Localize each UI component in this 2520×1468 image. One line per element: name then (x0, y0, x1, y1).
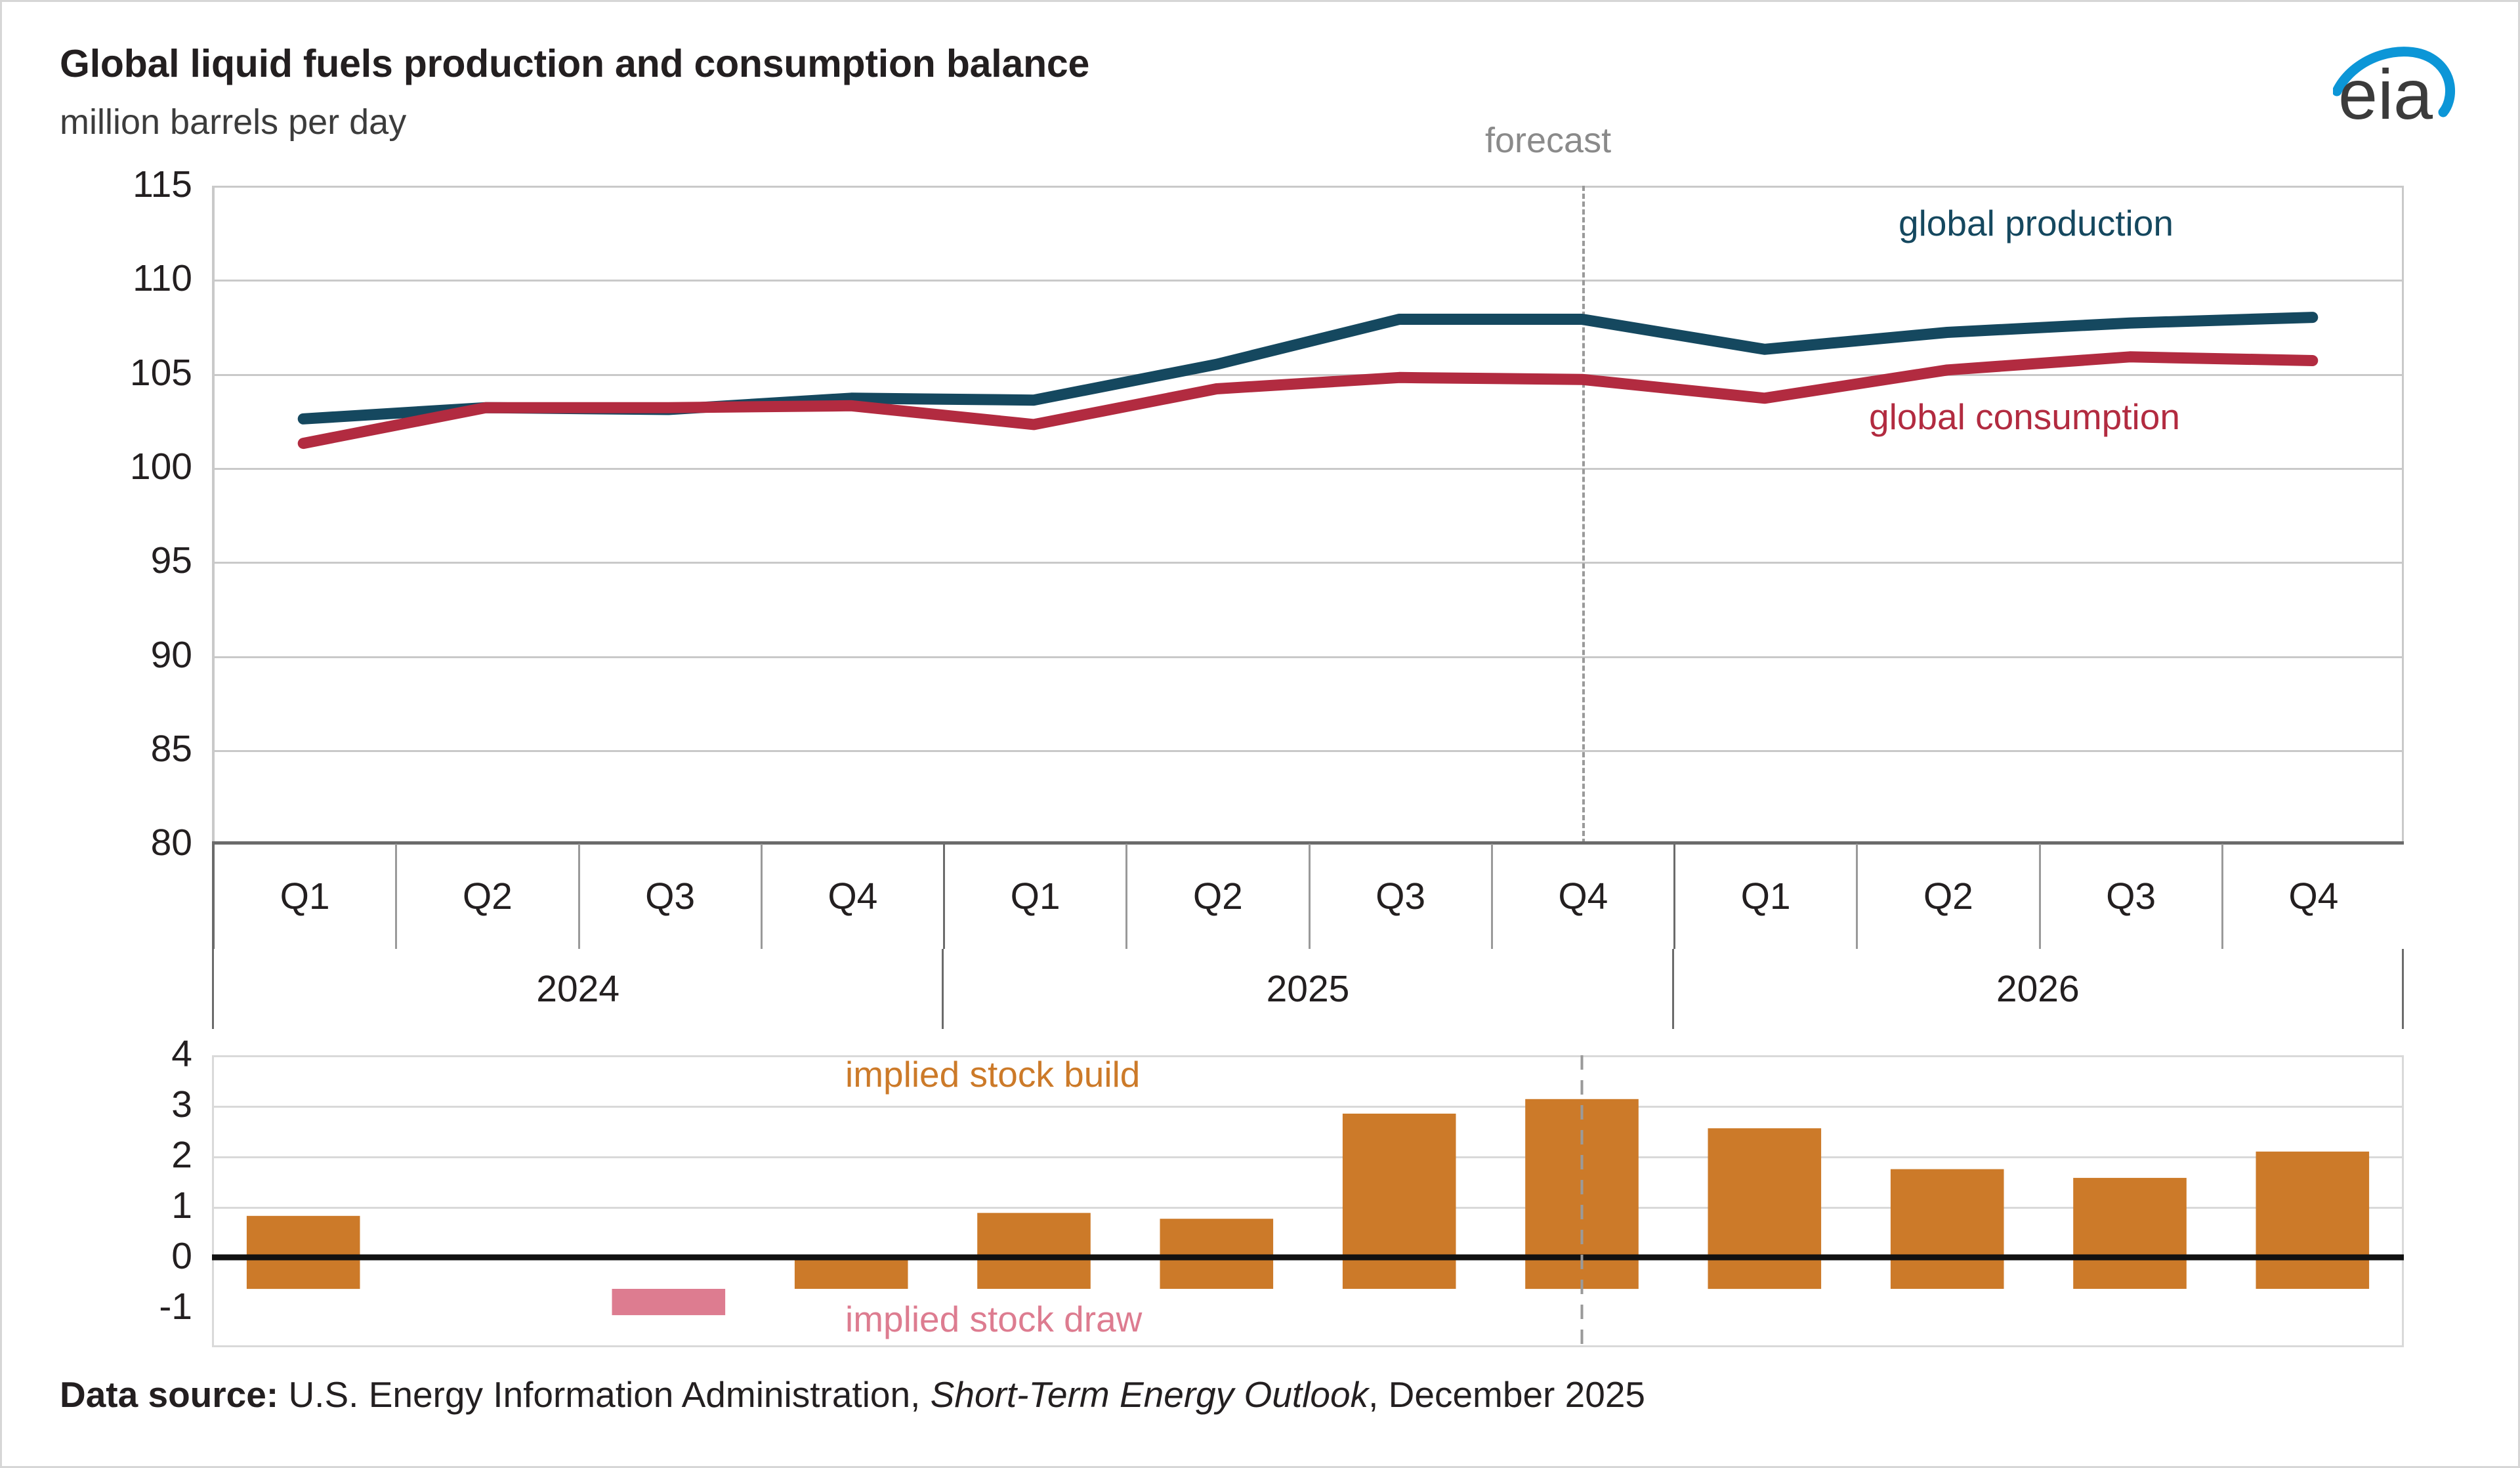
bar-q4-2026 (2256, 1151, 2370, 1289)
quarter-cell-2025-q1: Q1 (943, 844, 1125, 949)
year-cell-2025: 2025 (942, 949, 1671, 1029)
quarter-cell-2026-q4: Q4 (2221, 844, 2404, 949)
axis-top-rule (212, 841, 2404, 845)
data-source-suffix: , December 2025 (1368, 1374, 1645, 1415)
year-cell-2026: 2026 (1671, 949, 2404, 1029)
bar-gridline-3 (212, 1106, 2404, 1108)
y-tick-115: 115 (133, 163, 192, 205)
year-row: 2024 2025 2026 (212, 949, 2404, 1029)
page-title: Global liquid fuels production and consu… (60, 42, 1090, 85)
y-tick-80: 80 (150, 822, 192, 864)
eia-logo: eia (2333, 47, 2455, 127)
gridline-105 (212, 373, 2404, 376)
implied-stock-build-label: implied stock build (845, 1054, 1141, 1095)
quarter-cell-2024-q4: Q4 (760, 844, 943, 949)
global-production-label: global production (1899, 203, 2174, 243)
bar-y-tick-neg-1: -1 (159, 1286, 192, 1328)
bar-y-tick-3: 3 (171, 1083, 192, 1125)
quarter-cell-2025-q4: Q4 (1490, 844, 1673, 949)
bar-q2-2025 (1160, 1219, 1274, 1289)
axis-units-label: million barrels per day (60, 102, 407, 142)
global-consumption-line (297, 351, 2319, 450)
quarter-cell-2024-q1: Q1 (212, 844, 395, 949)
bar-q1-2025 (977, 1213, 1091, 1289)
forecast-divider-top (1582, 186, 1585, 844)
bar-chart-plot-area (212, 1055, 2404, 1347)
quarter-row: Q1 Q2 Q3 Q4 Q1 Q2 Q3 Q4 Q1 Q2 Q3 Q4 (212, 844, 2404, 949)
bar-q2-2026 (1890, 1169, 2004, 1289)
gridline-110 (212, 280, 2404, 282)
quarter-cell-2026-q2: Q2 (1856, 844, 2038, 949)
bar-gridline-1 (212, 1207, 2404, 1209)
bar-chart-series-svg (212, 1055, 2404, 1347)
y-tick-90: 90 (150, 633, 192, 676)
y-tick-105: 105 (129, 351, 192, 394)
y-tick-100: 100 (129, 445, 192, 488)
bar-chart-frame (212, 1055, 2404, 1347)
quarter-cell-2025-q2: Q2 (1125, 844, 1308, 949)
global-consumption-label: global consumption (1869, 396, 2180, 437)
bar-q3-2025 (1342, 1114, 1456, 1289)
gridline-95 (212, 562, 2404, 564)
data-source-footer: Data source: U.S. Energy Information Adm… (60, 1374, 1645, 1416)
gridline-85 (212, 749, 2404, 752)
eia-logo-text: eia (2338, 54, 2433, 127)
forecast-label: forecast (1485, 121, 1612, 160)
bar-q3-2024 (612, 1289, 726, 1316)
quarter-cell-2024-q3: Q3 (578, 844, 761, 949)
bar-y-tick-2: 2 (171, 1134, 192, 1176)
quarter-year-axis: Q1 Q2 Q3 Q4 Q1 Q2 Q3 Q4 Q1 Q2 Q3 Q4 2024… (212, 841, 2404, 1029)
line-chart-series-svg (297, 312, 2319, 450)
quarter-cell-2024-q2: Q2 (395, 844, 578, 949)
data-source-body: U.S. Energy Information Administration, (278, 1374, 931, 1415)
bar-y-tick-1: 1 (171, 1185, 192, 1227)
gridline-90 (212, 656, 2404, 658)
bar-y-tick-4: 4 (171, 1033, 192, 1075)
bar-y-tick-0: 0 (171, 1235, 192, 1277)
y-tick-85: 85 (150, 727, 192, 770)
quarter-cell-2025-q3: Q3 (1308, 844, 1491, 949)
quarter-cell-2026-q3: Q3 (2038, 844, 2221, 949)
bar-gridline-2 (212, 1156, 2404, 1158)
bar-q1-2024 (246, 1215, 360, 1290)
line-chart-y-axis: 115 110 105 100 95 90 85 80 (28, 166, 192, 862)
bar-chart-y-axis: 4 3 2 1 0 -1 (28, 1036, 192, 1347)
bar-q3-2026 (2073, 1177, 2187, 1289)
implied-stock-draw-label: implied stock draw (845, 1299, 1143, 1339)
y-tick-95: 95 (150, 539, 192, 582)
line-chart-plot-area (212, 186, 2404, 844)
y-tick-110: 110 (133, 257, 192, 300)
data-source-prefix: Data source: (60, 1374, 279, 1415)
gridline-100 (212, 467, 2404, 470)
data-source-publication: Short-Term Energy Outlook (930, 1374, 1369, 1415)
line-chart-frame (212, 186, 2404, 844)
quarter-cell-2026-q1: Q1 (1673, 844, 1856, 949)
bar-q1-2026 (1708, 1128, 1822, 1290)
year-cell-2024: 2024 (212, 949, 942, 1029)
bar-q4-2024 (794, 1259, 908, 1289)
